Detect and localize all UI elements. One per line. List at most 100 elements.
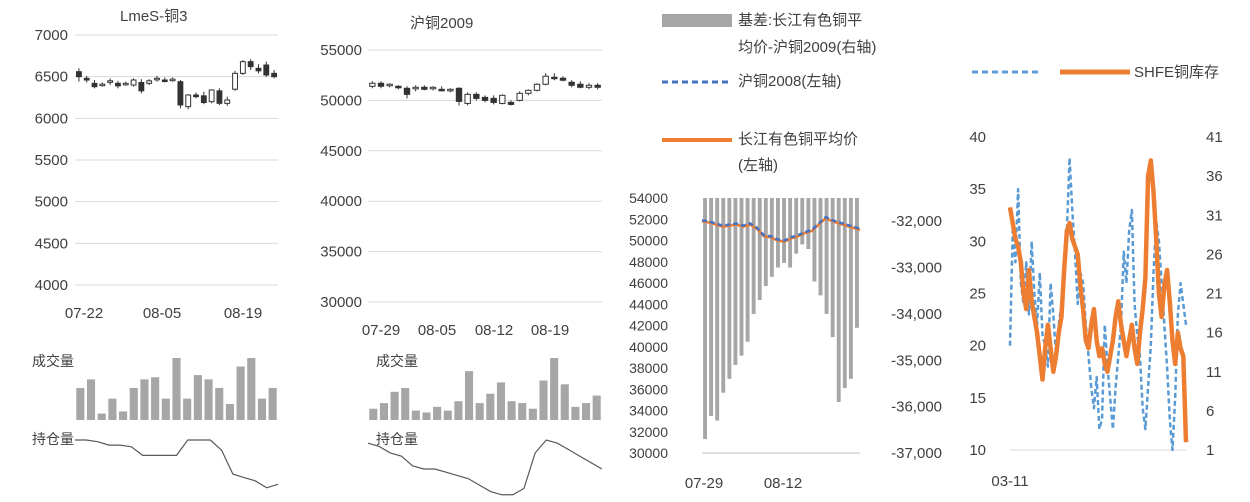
y-left-tick-label: 50000 bbox=[629, 233, 668, 249]
y-right-tick-label: 11 bbox=[1206, 364, 1222, 381]
volume-bar bbox=[215, 387, 224, 420]
candle-body bbox=[490, 97, 497, 103]
y-tick-label: 30000 bbox=[320, 294, 362, 311]
candle-body bbox=[525, 89, 532, 94]
candle-body bbox=[91, 82, 98, 88]
x-tick-label: 07-22 bbox=[65, 305, 103, 322]
volume-bar bbox=[433, 406, 442, 420]
basis-bar bbox=[751, 198, 756, 314]
volume-bar bbox=[550, 358, 559, 420]
volume-bar bbox=[369, 408, 378, 420]
candle-body bbox=[99, 83, 106, 87]
candle-body bbox=[551, 76, 558, 80]
volume-bar bbox=[257, 398, 267, 420]
basis-bar bbox=[812, 198, 817, 282]
candle-body bbox=[499, 94, 506, 104]
y-left-tick-label: 30000 bbox=[629, 445, 668, 461]
basis-bar bbox=[721, 198, 726, 393]
candle-body bbox=[115, 82, 121, 87]
volume-bar bbox=[486, 393, 495, 420]
x-tick-label: 07-29 bbox=[362, 322, 400, 339]
volume-bar bbox=[151, 377, 160, 420]
y-left-tick-label: 46000 bbox=[629, 275, 668, 291]
candle-body bbox=[585, 84, 593, 88]
basis-bar bbox=[709, 198, 714, 416]
lme-oi-label: 持仓量 bbox=[32, 431, 74, 447]
y-tick-label: 6000 bbox=[35, 110, 68, 127]
candle-body bbox=[83, 77, 90, 81]
basis-bar bbox=[703, 198, 707, 440]
legend-basis-line2: 均价-沪铜2009(右轴) bbox=[738, 39, 876, 56]
volume-bar bbox=[539, 380, 548, 420]
y-left-tick-label: 52000 bbox=[629, 211, 668, 227]
x-tick-label: 03-11 bbox=[991, 473, 1028, 490]
y-tick-label: 5500 bbox=[35, 152, 68, 169]
basis-bar bbox=[715, 198, 720, 421]
changjiang-avg-line bbox=[701, 216, 861, 243]
candle-body bbox=[429, 86, 437, 90]
volume-bar bbox=[86, 379, 96, 420]
basis-bar bbox=[818, 198, 823, 296]
volume-bar bbox=[496, 382, 505, 420]
candle-body bbox=[438, 88, 445, 92]
candle-body bbox=[403, 87, 411, 95]
legend-shfe-inventory: SHFE铜库存 bbox=[1134, 64, 1219, 81]
volume-bar bbox=[582, 403, 591, 420]
volume-bar bbox=[379, 403, 388, 420]
volume-bar bbox=[475, 403, 484, 420]
candle-body bbox=[516, 92, 523, 101]
y-right-tick-label: -37,000 bbox=[891, 445, 942, 462]
legend-swatch-basis bbox=[662, 14, 732, 27]
candle-body bbox=[386, 83, 393, 87]
y-tick-label: 40000 bbox=[320, 193, 362, 210]
y-right-tick-label: 21 bbox=[1206, 286, 1223, 303]
volume-bar bbox=[411, 410, 420, 420]
y-left-tick-label: 35 bbox=[969, 181, 986, 198]
volume-bar bbox=[204, 379, 213, 420]
legend-shfe2008: 沪铜2008(左轴) bbox=[738, 73, 841, 90]
basis-bar bbox=[794, 198, 799, 254]
x-tick-label: 08-12 bbox=[475, 322, 513, 339]
shfe-chart-title: 沪铜2009 bbox=[410, 15, 473, 32]
candle-body bbox=[464, 93, 471, 104]
basis-bar bbox=[757, 198, 762, 300]
y-left-tick-label: 40 bbox=[969, 129, 986, 146]
candle-body bbox=[177, 81, 184, 106]
shfe-oi-label: 持仓量 bbox=[376, 431, 418, 447]
y-left-tick-label: 32000 bbox=[629, 424, 668, 440]
candle-body bbox=[154, 77, 160, 81]
x-tick-label: 08-19 bbox=[531, 322, 569, 339]
legend-basis-line1: 基差:长江有色铜平 bbox=[738, 12, 862, 29]
volume-bar bbox=[247, 358, 256, 420]
basis-bar bbox=[782, 198, 786, 263]
y-left-tick-label: 54000 bbox=[629, 190, 668, 206]
shfe-inventory-line bbox=[1007, 158, 1189, 443]
candle-body bbox=[75, 71, 82, 78]
basis-bar bbox=[727, 198, 732, 379]
y-right-tick-label: 6 bbox=[1206, 403, 1214, 420]
shfe-2009-panel: 沪铜2009 55000 50000 45000 40000 35000 3000007-… bbox=[320, 15, 603, 496]
volume-bar bbox=[528, 408, 537, 420]
candle-body bbox=[377, 82, 385, 87]
volume-bar bbox=[454, 401, 463, 420]
candle-body bbox=[232, 72, 238, 90]
x-tick-label: 07-29 bbox=[685, 475, 723, 492]
candle-body bbox=[169, 78, 176, 82]
volume-bar bbox=[161, 398, 170, 420]
candle-body bbox=[224, 99, 231, 104]
y-left-tick-label: 20 bbox=[969, 338, 986, 355]
candle-body bbox=[216, 90, 223, 104]
candle-body bbox=[507, 101, 515, 105]
lme-copper-panel: LmeS-铜3 7000 6500 6000 5500 5000 4500 4000 07-2… bbox=[32, 8, 279, 489]
candle-body bbox=[263, 64, 270, 76]
shfe-2008-line bbox=[701, 215, 861, 242]
y-right-tick-label: -32,000 bbox=[891, 213, 942, 230]
y-left-tick-label: 42000 bbox=[629, 318, 668, 334]
volume-bar bbox=[129, 387, 138, 420]
candle-body bbox=[122, 82, 129, 86]
volume-bar bbox=[571, 406, 580, 420]
volume-bar bbox=[236, 366, 245, 420]
candle-body bbox=[239, 61, 246, 74]
open-interest-line bbox=[75, 439, 279, 489]
volume-bar bbox=[108, 398, 117, 420]
